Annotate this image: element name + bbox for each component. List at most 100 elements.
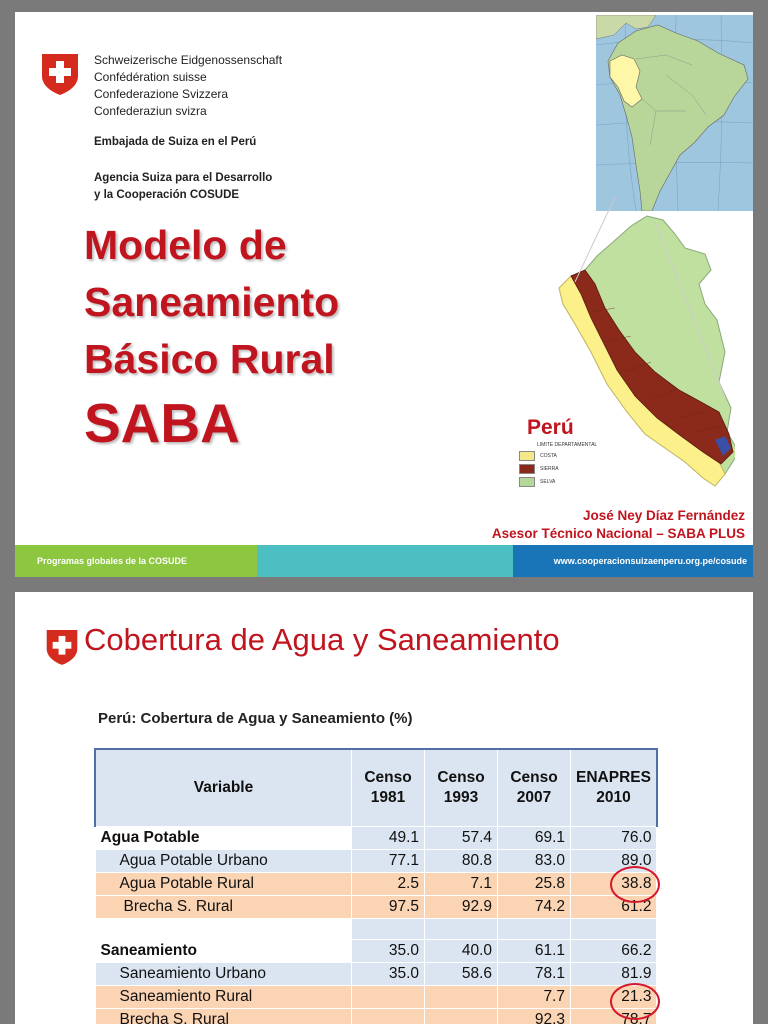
footer-programs: Programas globales de la COSUDE (15, 545, 257, 577)
cell: 58.6 (424, 962, 498, 986)
cell (351, 918, 425, 940)
table-caption: Perú: Cobertura de Agua y Saneamiento (%… (98, 710, 413, 727)
federation-name-de: Schweizerische Eidgenossenschaft (94, 53, 283, 67)
legend-title: LIMITE DEPARTAMENTAL (537, 442, 598, 448)
col-header-variable: Variable (94, 748, 352, 827)
swiss-cross-icon (42, 54, 78, 95)
cell: 40.0 (424, 939, 498, 963)
title-line-2: Saneamiento (84, 279, 340, 325)
agency-name: Agencia Suiza para el Desarrollo y la Co… (94, 170, 272, 204)
cell: 2.5 (351, 872, 425, 896)
cell: 49.1 (351, 826, 425, 850)
footer-url[interactable]: www.cooperacionsuizaenperu.org.pe/cosude (513, 545, 753, 577)
footer-bar: Programas globales de la COSUDE www.coop… (15, 545, 753, 577)
legend-item-selva: SELVA (519, 477, 597, 487)
federation-name-fr: Confédération suisse (94, 70, 207, 84)
title-acronym: SABA (84, 392, 240, 454)
cell (569, 918, 658, 940)
col-header-1981: Censo 1981 (351, 748, 425, 827)
footer-spacer (257, 545, 513, 577)
row-label: Brecha S. Rural (94, 895, 352, 919)
legend-swatch (519, 464, 535, 474)
title-line-1: Modelo de (84, 222, 287, 268)
cell: 80.8 (424, 849, 498, 873)
legend-label: SELVA (540, 479, 556, 485)
table-header-row: Variable Censo 1981 Censo 1993 Censo 2007 E… (94, 748, 658, 827)
cell: 74.2 (497, 895, 571, 919)
legend-item-sierra: SIERRA (519, 464, 597, 474)
slide-title: Modelo de Saneamiento Básico Rural SABA (84, 217, 339, 458)
title-line-3: Básico Rural (84, 336, 335, 382)
row-label: Brecha S. Rural (94, 1008, 352, 1024)
cell: 7.7 (497, 985, 571, 1009)
table-row: Agua Potable Rural 2.5 7.1 25.8 38.8 (94, 872, 658, 896)
author-name: José Ney Díaz Fernández (582, 508, 745, 523)
row-label: Agua Potable Urbano (94, 849, 352, 873)
table-row: Saneamiento 35.0 40.0 61.1 66.2 (94, 939, 658, 963)
cell (424, 918, 498, 940)
agency-line-2: y la Cooperación COSUDE (94, 189, 240, 201)
row-label: Agua Potable (94, 826, 352, 850)
cell: 92.3 (497, 1008, 571, 1024)
cell: 81.9 (569, 962, 658, 986)
federation-names: Schweizerische Eidgenossenschaft Confédé… (94, 52, 282, 120)
cell: 83.0 (497, 849, 571, 873)
author-block: José Ney Díaz Fernández Asesor Técnico N… (492, 507, 745, 543)
federation-name-rm: Confederaziun svizra (94, 104, 207, 118)
coverage-table: Variable Censo 1981 Censo 1993 Censo 2007 E… (94, 748, 658, 1024)
row-label: Saneamiento Rural (94, 985, 352, 1009)
legend-label: SIERRA (540, 466, 559, 472)
cell: 97.5 (351, 895, 425, 919)
table-row: Saneamiento Urbano 35.0 58.6 78.1 81.9 (94, 962, 658, 986)
row-label: Agua Potable Rural (94, 872, 352, 896)
highlight-circle-water-rural (610, 866, 660, 903)
cell: 35.0 (351, 962, 425, 986)
legend-swatch (519, 451, 535, 461)
cell (351, 985, 425, 1009)
highlight-circle-sanitation-rural (610, 983, 660, 1020)
legend-label: COSTA (540, 453, 557, 459)
table-row: Brecha S. Rural 92.3 78.7 (94, 1008, 658, 1024)
col-header-1993: Censo 1993 (424, 748, 498, 827)
cell: 61.1 (497, 939, 571, 963)
table-row: Agua Potable Urbano 77.1 80.8 83.0 89.0 (94, 849, 658, 873)
table-row: Brecha S. Rural 97.5 92.9 74.2 61.2 (94, 895, 658, 919)
cell: 77.1 (351, 849, 425, 873)
swiss-cross-icon (46, 630, 78, 665)
cell (94, 918, 352, 940)
row-label: Saneamiento Urbano (94, 962, 352, 986)
title-slide: Schweizerische Eidgenossenschaft Confédé… (15, 12, 753, 577)
map-label: Perú (527, 416, 574, 439)
legend-swatch (519, 477, 535, 487)
col-header-2007: Censo 2007 (497, 748, 571, 827)
map-connector-lines (574, 196, 726, 398)
embassy-name: Embajada de Suiza en el Perú (94, 136, 257, 148)
legend-item-costa: COSTA (519, 451, 597, 461)
slide-title: Cobertura de Agua y Saneamiento (84, 622, 560, 657)
federation-name-it: Confederazione Svizzera (94, 87, 229, 101)
cell: 7.1 (424, 872, 498, 896)
cell: 35.0 (351, 939, 425, 963)
col-header-2010: ENAPRES 2010 (569, 748, 658, 827)
cell: 66.2 (569, 939, 658, 963)
row-label: Saneamiento (94, 939, 352, 963)
table-row: Agua Potable 49.1 57.4 69.1 76.0 (94, 826, 658, 850)
cell: 57.4 (424, 826, 498, 850)
cell: 92.9 (424, 895, 498, 919)
south-america-map (596, 15, 753, 211)
cell: 76.0 (569, 826, 658, 850)
peru-regions-map (558, 215, 735, 487)
cell (424, 1008, 498, 1024)
table-spacer-row (94, 918, 658, 940)
author-role: Asesor Técnico Nacional – SABA PLUS (491, 526, 745, 541)
cell (497, 918, 571, 940)
cell (424, 985, 498, 1009)
cell: 78.1 (497, 962, 571, 986)
cell: 25.8 (497, 872, 571, 896)
cell: 69.1 (497, 826, 571, 850)
map-legend: LIMITE DEPARTAMENTAL COSTA SIERRA SELVA (519, 442, 597, 490)
agency-line-1: Agencia Suiza para el Desarrollo (94, 172, 273, 184)
table-row: Saneamiento Rural 7.7 21.3 (94, 985, 658, 1009)
coverage-slide: Cobertura de Agua y Saneamiento Perú: Co… (15, 592, 753, 1024)
cell (351, 1008, 425, 1024)
